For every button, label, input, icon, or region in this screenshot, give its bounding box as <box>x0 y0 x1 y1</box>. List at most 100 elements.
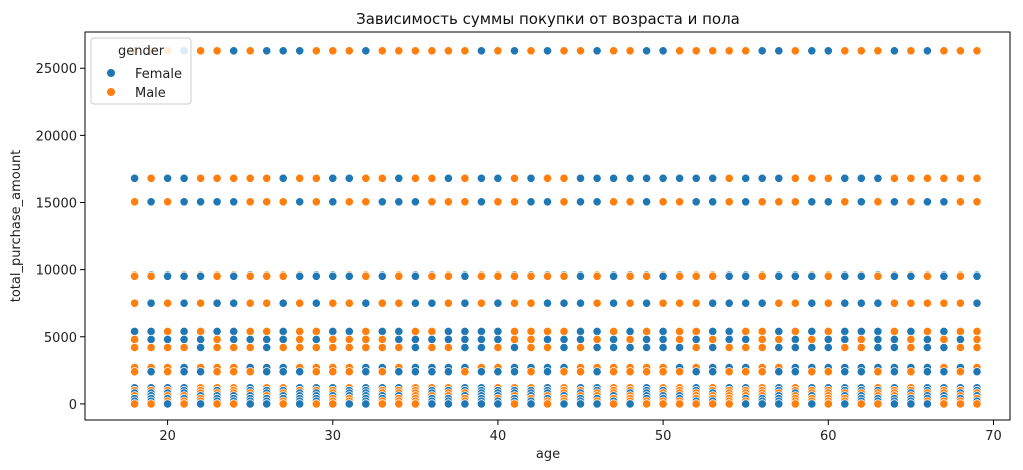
scatter-point <box>674 197 685 207</box>
scatter-point <box>377 46 387 56</box>
scatter-point <box>972 326 982 336</box>
scatter-point <box>724 173 734 183</box>
scatter-point <box>641 197 652 207</box>
scatter-point <box>774 334 784 344</box>
scatter-point <box>460 399 470 409</box>
scatter-point <box>130 271 140 281</box>
scatter-point <box>460 197 470 207</box>
scatter-point <box>823 367 833 377</box>
scatter-point <box>179 399 189 409</box>
scatter-point <box>295 298 305 308</box>
scatter-point <box>229 298 239 308</box>
scatter-point <box>559 326 569 336</box>
scatter-point <box>295 271 305 281</box>
scatter-point <box>840 271 850 281</box>
scatter-point <box>476 342 486 353</box>
scatter-point <box>972 334 982 344</box>
scatter-point <box>262 271 272 281</box>
scatter-point <box>493 399 503 409</box>
scatter-point <box>377 367 387 377</box>
scatter-point <box>377 197 387 207</box>
scatter-point <box>311 326 321 336</box>
scatter-point <box>575 46 586 56</box>
scatter-point <box>229 367 239 377</box>
scatter-point <box>542 334 553 344</box>
scatter-point <box>741 326 751 336</box>
scatter-point <box>542 367 553 377</box>
scatter-point <box>856 399 866 409</box>
scatter-point <box>377 326 387 336</box>
scatter-point <box>394 399 404 409</box>
scatter-point <box>790 173 800 183</box>
scatter-point <box>245 271 255 281</box>
scatter-point <box>708 326 718 336</box>
scatter-point <box>361 326 371 336</box>
scatter-point <box>245 367 255 377</box>
scatter-point <box>790 271 800 281</box>
scatter-point <box>757 298 767 308</box>
scatter-point <box>311 173 321 183</box>
scatter-point <box>658 197 668 207</box>
scatter-point <box>708 367 718 377</box>
x-axis-label: age <box>536 447 560 462</box>
scatter-point <box>427 173 437 183</box>
scatter-point <box>278 173 288 183</box>
scatter-point <box>674 367 685 377</box>
scatter-point <box>592 298 602 308</box>
scatter-point <box>542 46 553 56</box>
scatter-point <box>625 173 635 183</box>
scatter-point <box>922 334 933 344</box>
scatter-point <box>493 271 503 281</box>
scatter-point <box>311 399 321 409</box>
scatter-point <box>163 326 173 336</box>
scatter-point <box>427 298 437 308</box>
scatter-point <box>427 271 437 281</box>
scatter-point <box>922 326 933 336</box>
scatter-point <box>476 367 486 377</box>
scatter-point <box>361 367 371 377</box>
scatter-point <box>526 399 536 409</box>
scatter-point <box>608 342 619 353</box>
scatter-point <box>873 197 883 207</box>
scatter-point <box>377 399 387 409</box>
scatter-point <box>840 298 850 308</box>
scatter-point <box>542 298 553 308</box>
scatter-point <box>774 399 784 409</box>
x-tick-label: 40 <box>490 429 507 444</box>
scatter-point <box>179 173 189 183</box>
scatter-point <box>476 197 486 207</box>
scatter-point <box>245 46 255 56</box>
scatter-point <box>394 271 404 281</box>
scatter-point <box>757 197 767 207</box>
scatter-point <box>146 399 156 409</box>
scatter-point <box>311 271 321 281</box>
scatter-point <box>146 326 156 336</box>
scatter-point <box>410 326 420 336</box>
scatter-point <box>840 334 850 344</box>
scatter-point <box>394 197 404 207</box>
scatter-point <box>361 342 371 353</box>
scatter-point <box>526 271 536 281</box>
legend-marker-male <box>107 88 115 96</box>
scatter-point <box>212 173 222 183</box>
scatter-point <box>179 367 189 377</box>
scatter-point <box>394 342 404 353</box>
scatter-point <box>608 271 619 281</box>
scatter-point <box>361 271 371 281</box>
scatter-point <box>212 342 222 353</box>
scatter-point <box>509 334 520 344</box>
scatter-point <box>856 334 866 344</box>
scatter-point <box>163 197 173 207</box>
scatter-point <box>807 367 817 377</box>
scatter-point <box>856 197 866 207</box>
scatter-point <box>674 46 685 56</box>
scatter-point <box>146 173 156 183</box>
scatter-point <box>278 399 288 409</box>
scatter-point <box>625 271 635 281</box>
scatter-point <box>807 271 817 281</box>
scatter-point <box>972 342 982 353</box>
scatter-point <box>443 334 453 344</box>
scatter-point <box>691 298 701 308</box>
scatter-point <box>708 197 718 207</box>
scatter-point <box>790 326 800 336</box>
